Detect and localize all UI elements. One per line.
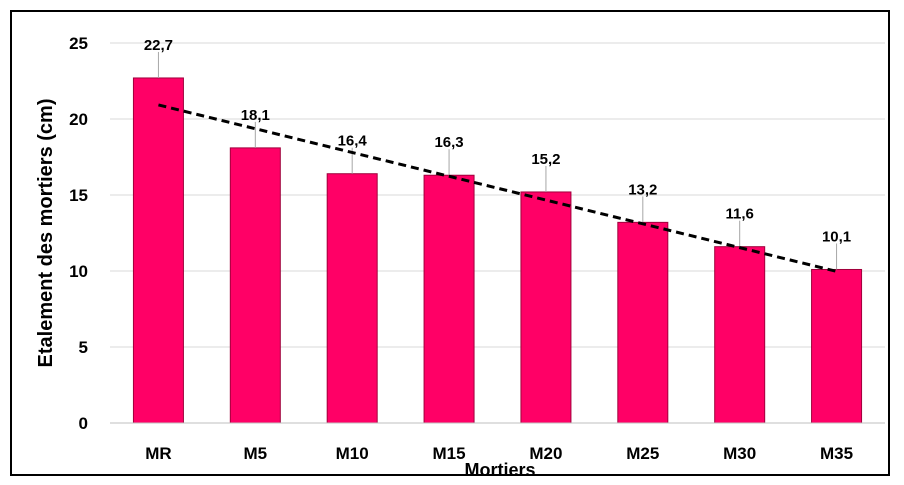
grid-lines	[110, 42, 885, 348]
data-label: 13,2	[628, 181, 657, 198]
x-tick-labels: MR M5 M10 M15 M20 M25 M30 M35	[145, 444, 853, 463]
bars	[132, 77, 863, 424]
data-label: 10,1	[822, 228, 851, 245]
data-label: 22,7	[144, 37, 173, 54]
x-tick-label: M5	[244, 444, 268, 463]
x-tick-label: M10	[336, 444, 369, 463]
x-axis-title: Mortiers	[464, 460, 535, 480]
x-tick-label: M15	[433, 444, 466, 463]
x-tick-label: M25	[626, 444, 659, 463]
y-tick-label: 10	[69, 262, 88, 281]
y-tick-label: 5	[79, 338, 88, 357]
bar-m25	[617, 221, 669, 424]
bar-m35	[811, 268, 863, 424]
data-label: 16,4	[338, 133, 368, 150]
data-label: 11,6	[726, 206, 754, 223]
bar-m15	[423, 174, 475, 424]
x-tick-label: M30	[723, 444, 756, 463]
bar-mr	[132, 77, 184, 424]
y-tick-labels: 0 5 10 15 20 25	[69, 34, 88, 433]
y-tick-label: 25	[69, 34, 88, 53]
bar-m20	[520, 191, 572, 424]
y-tick-label: 20	[69, 110, 88, 129]
y-axis-title: Etalement des mortiers (cm)	[35, 99, 57, 368]
bar-m10	[326, 173, 378, 424]
y-tick-label: 0	[79, 414, 88, 433]
x-tick-label: MR	[145, 444, 171, 463]
x-tick-label: M20	[529, 444, 562, 463]
data-labels: 22,7 18,1 16,4 16,3 15,2 13,2 11,6 10,1	[144, 37, 851, 246]
data-label: 15,2	[531, 151, 560, 168]
bar-m5	[229, 147, 281, 424]
data-label: 18,1	[241, 107, 270, 124]
data-label: 16,3	[434, 134, 463, 151]
x-tick-label: M35	[820, 444, 853, 463]
y-tick-label: 15	[69, 186, 88, 205]
bar-m30	[714, 246, 766, 424]
